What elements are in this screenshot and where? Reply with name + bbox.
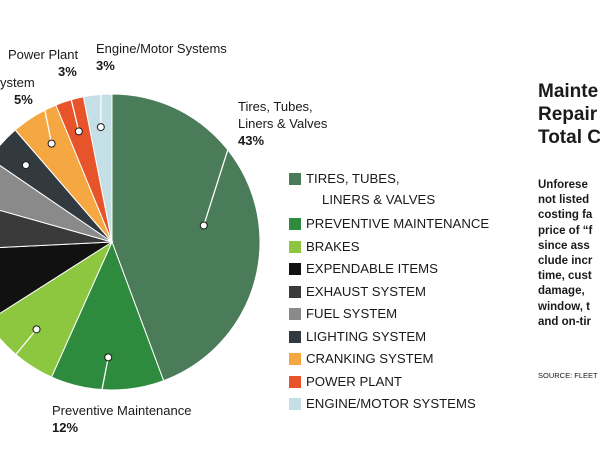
callout-leader-line [99,357,109,401]
legend-swatch [289,398,301,410]
legend-label: EXHAUST SYSTEM [306,283,426,299]
callout-cranking: ystem 5% [0,74,35,108]
callout-power-plant: Power Plant 3% [8,46,78,80]
legend-swatch [289,263,301,275]
callout-pm-label: Preventive Maintenance [52,403,192,418]
legend-label: ENGINE/MOTOR SYSTEMS [306,396,476,411]
callout-dot [199,221,208,230]
pie-slice-preventive-maintenance [50,240,165,391]
legend-swatch [289,353,301,365]
legend-swatch [289,308,301,320]
legend-label: PREVENTIVE MAINTENANCE [306,216,490,231]
legend-label: LIGHTING SYSTEM [306,328,427,344]
legend-swatch [289,330,301,343]
callout-leader-line [203,123,237,226]
legend-swatch [289,375,301,388]
legend-swatch [289,218,301,230]
pie-slice-fuel-system [0,164,113,243]
callout-tires-pct: 43% [238,133,265,148]
callout-tires-label-2: Liners & Valves [238,116,328,131]
legend-label: CRANKING SYSTEM [306,351,434,366]
callout-dot [96,123,105,132]
callout-leader-line [41,95,53,144]
callout-power-pct: 3% [58,64,77,79]
callout-preventive: Preventive Maintenance 12% [52,402,191,436]
article-panel: Mainte Repair Total C Unforese not liste… [512,80,600,450]
legend-label: BRAKES [306,238,360,254]
pie-slice-engine-motor-systems [82,93,113,243]
pie-slice-exhaust-system [0,209,113,248]
callout-leader-line [7,328,38,365]
callout-dot [104,353,113,362]
callout-cranking-pct: 5% [14,92,33,107]
article-body: Unforese not listed costing fa price of … [538,179,593,328]
legend-label: TIRES, TUBES, LINERS & VALVES [306,171,436,207]
article-source: SOURCE: FLEET [538,371,598,380]
legend-swatch [289,173,301,185]
callout-pm-pct: 12% [52,420,79,435]
legend-label: FUEL SYSTEM [306,306,398,321]
legend-label: EXPENDABLE ITEMS [306,261,438,276]
legend-label: POWER PLANT [306,373,402,389]
legend-swatch [289,240,301,253]
callout-dot [47,139,56,148]
callout-engine-pct: 3% [96,58,115,73]
callout-tires: Tires, Tubes, Liners & Valves 43% [238,98,327,149]
callout-tires-label-1: Tires, Tubes, [238,99,313,114]
callout-leader-line [67,85,80,132]
callout-dot [74,127,83,136]
callout-power-label: Power Plant [8,47,79,62]
legend-swatch [289,285,301,298]
callout-engine-motor: Engine/Motor Systems 3% [96,40,227,74]
article-title: Mainte Repair Total C [538,81,600,148]
pie-slice-expendable-items [0,241,114,314]
callout-dot [21,161,30,170]
callout-dot [32,325,41,334]
callout-engine-label: Engine/Motor Systems [96,41,227,56]
callout-cranking-label: ystem [0,75,35,90]
pie-slice-brakes [0,240,114,378]
